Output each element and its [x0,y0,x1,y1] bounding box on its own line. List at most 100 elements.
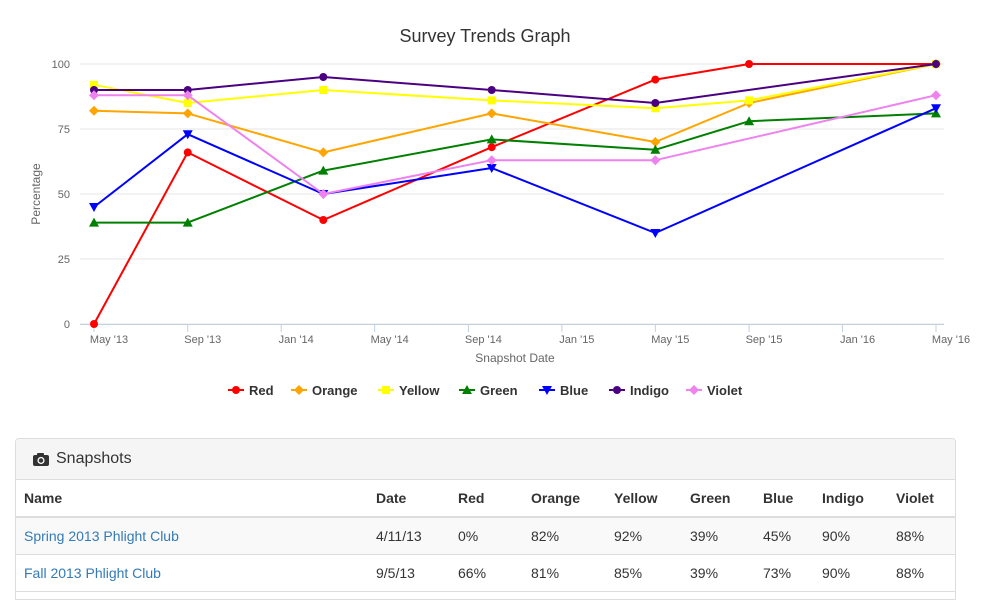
x-tick-label: Sep '15 [746,334,783,346]
series-indigo [90,60,940,107]
data-point-orange [182,108,193,119]
series-line-violet [94,94,937,195]
cell-indigo: 90% [814,554,888,592]
camera-icon [33,452,49,466]
data-point-red [745,60,754,68]
series-green [89,108,941,227]
cell-name: Spring 2013 Phlight Club [16,517,368,555]
col-date: Date [368,480,450,518]
data-point-yellow [90,80,98,89]
data-point-yellow [651,104,660,113]
col-green: Green [682,480,755,518]
legend-marker [294,385,304,395]
x-tick-label: May '16 [932,334,970,346]
chart-title: Survey Trends Graph [399,26,570,46]
legend-marker [542,386,552,395]
data-point-red [651,75,660,84]
data-point-violet [650,155,661,166]
legend-label: Orange [312,383,358,398]
legend[interactable]: Red Orange Yellow Green Blue Indigo Violet [228,383,743,398]
legend-label: Violet [707,383,743,398]
col-red: Red [450,480,523,518]
series-line-blue [93,107,937,234]
legend-item-red[interactable]: Red [228,383,274,398]
grid-lines [80,63,944,325]
data-point-violet [89,90,99,101]
legend-item-blue[interactable]: Blue [539,383,588,398]
cell-orange: 82% [523,517,606,555]
data-point-indigo [487,86,496,94]
col-yellow: Yellow [606,480,682,518]
legend-marker [382,386,390,394]
col-blue: Blue [755,480,814,518]
table-header-row: Name Date Red Orange Yellow Green Blue I… [16,480,955,518]
legend-item-orange[interactable]: Orange [291,383,358,398]
series-red [90,60,940,328]
data-point-orange [650,137,661,147]
series-blue [89,104,941,238]
col-indigo: Indigo [814,480,888,518]
y-tick-label: 25 [58,254,70,266]
data-point-red [183,148,192,157]
data-point-yellow [319,86,328,94]
table-row: Fall 2013 Phlight Club 9/5/13 66% 81% 85… [16,554,955,592]
data-point-green [486,134,497,144]
cell-blue: 73% [755,554,814,592]
data-point-blue [486,164,497,173]
legend-item-green[interactable]: Green [459,383,518,398]
data-point-yellow [183,99,192,107]
cell-yellow: 85% [606,554,682,592]
x-tick-label: Jan '16 [840,334,875,346]
series-line-indigo [94,63,937,104]
col-violet: Violet [888,480,955,518]
data-point-violet [182,90,193,101]
cell-red: 0% [450,517,523,555]
data-point-yellow [745,96,754,105]
x-axis-label: Snapshot Date [475,351,555,365]
x-tick-label: Jan '15 [559,334,594,346]
data-point-yellow [487,96,496,105]
y-tick-label: 0 [64,319,70,331]
cell-orange: 81% [523,554,606,592]
legend-item-violet[interactable]: Violet [686,383,743,398]
legend-item-yellow[interactable]: Yellow [378,383,440,398]
data-point-green [650,144,661,154]
data-point-blue [931,104,941,114]
data-point-violet [486,155,497,166]
data-point-green [182,217,193,227]
data-point-red [487,143,496,152]
data-point-indigo [183,86,192,94]
legend-label: Blue [560,383,588,398]
snapshots-title: Snapshots [56,450,132,467]
data-point-orange [89,105,99,116]
legend-marker [613,386,621,394]
col-name: Name [16,480,368,518]
cell-violet: 88% [888,554,955,592]
series-layer [89,59,941,328]
snapshot-link[interactable]: Fall 2013 Phlight Club [24,565,161,581]
data-point-indigo [319,73,328,81]
snapshot-link[interactable]: Spring 2013 Phlight Club [24,528,179,544]
y-tick-label: 75 [58,124,70,136]
cell-indigo: 90% [814,517,888,555]
snapshots-heading: Snapshots [16,439,955,480]
series-violet [89,90,941,199]
data-point-violet [931,90,941,101]
snapshots-table: Name Date Red Orange Yellow Green Blue I… [16,480,955,592]
data-point-red [90,320,98,328]
data-point-violet [318,189,329,199]
data-point-indigo [90,86,98,94]
axes: 0 25 50 75 100 May '13 Sep '13 Jan '14 May '14 Se… [52,59,970,346]
data-point-orange [486,108,497,119]
table-row: Spring 2013 Phlight Club 4/11/13 0% 82% … [16,517,955,555]
legend-label: Indigo [630,383,669,398]
cell-green: 39% [682,554,755,592]
data-point-indigo [651,99,660,107]
x-tick-label: Jan '14 [279,334,314,346]
legend-item-indigo[interactable]: Indigo [609,383,669,398]
data-point-orange [318,147,329,158]
cell-yellow: 92% [606,517,682,555]
data-point-red [319,216,328,224]
cell-date: 4/11/13 [368,517,450,555]
survey-trends-chart: Survey Trends Graph Percentage Snapshot … [29,26,970,398]
